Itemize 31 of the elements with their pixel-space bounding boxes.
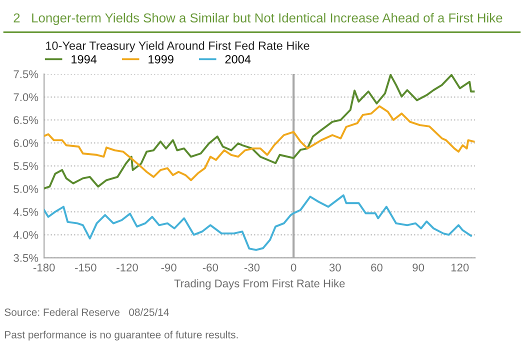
y-tick-label: 4.5% [13, 208, 38, 216]
line-series [44, 74, 475, 190]
y-tick-label: 6.0% [14, 139, 38, 148]
x-tick-label: 60 [371, 264, 382, 272]
x-tick-label: -180 [33, 264, 55, 272]
legend-label: 1999 [148, 55, 174, 64]
x-tick-label: -30 [244, 264, 260, 272]
x-tick-label: 30 [329, 264, 341, 272]
source-note: Source: Federal Reserve 08/25/14 [4, 308, 169, 316]
x-tick-label: -90 [161, 264, 176, 272]
y-tick-label: 3.5% [14, 254, 38, 262]
y-tick-label: 7.5% [14, 70, 38, 78]
y-tick-label: 5.5% [14, 162, 38, 170]
legend-label: 2004 [225, 55, 251, 64]
y-tick-label: 6.5% [14, 116, 38, 124]
y-tick-label: 5.0% [14, 185, 38, 194]
line-series [44, 105, 475, 182]
y-tick-label: 7.0% [14, 93, 38, 102]
chart-subtitle: 10-Year Treasury Yield Around First Fed Rate Hike [46, 41, 310, 52]
x-tick-label: -150 [75, 264, 96, 272]
x-tick-label: -120 [116, 264, 138, 272]
x-tick-label: -60 [202, 264, 218, 272]
legend-label: 1994 [72, 55, 97, 64]
x-axis-title: Trading Days From First Rate Hike [174, 279, 345, 290]
chart-title: 2 Longer-term Yields Show a Similar but Not Identical Increase Ahead of a First Hike [14, 13, 502, 26]
x-tick-label: 90 [412, 264, 424, 272]
y-tick-label: 4.0% [13, 231, 38, 239]
x-tick-label: 120 [451, 264, 469, 272]
line-series [44, 194, 472, 251]
text: Past performance is no guarantee of future results. [5, 330, 238, 340]
x-tick-label: 0 [290, 264, 296, 272]
